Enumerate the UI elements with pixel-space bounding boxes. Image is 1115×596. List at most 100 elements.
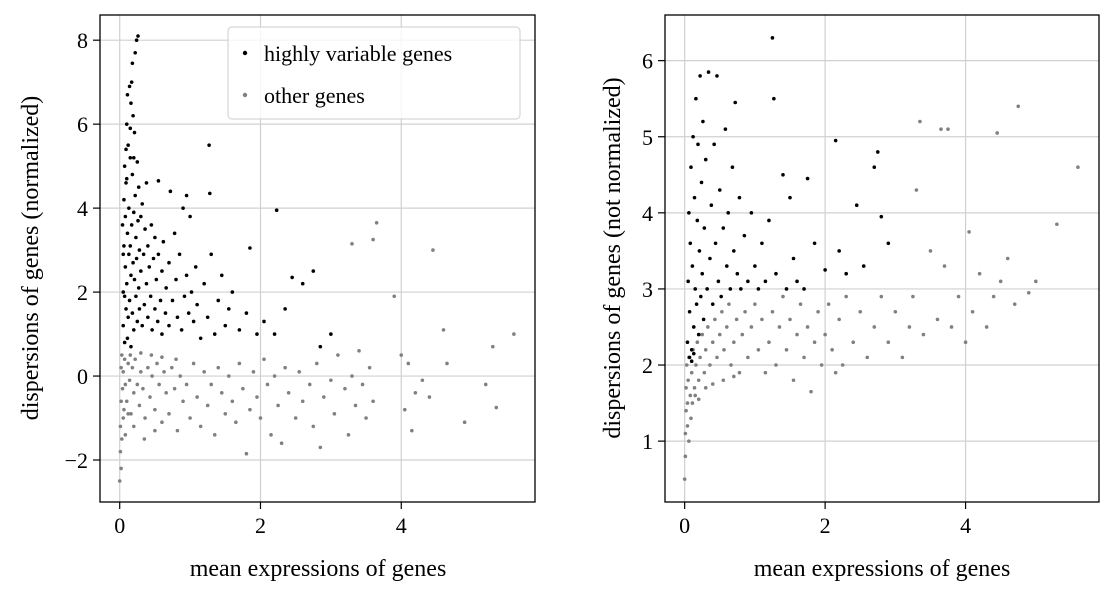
left-other-gene-point <box>122 407 126 412</box>
right-other-gene-point <box>1012 302 1017 306</box>
left-other-gene-point <box>118 449 123 454</box>
left-hvg-point <box>134 38 139 42</box>
left-hvg-point <box>160 269 164 273</box>
left-other-gene-point <box>175 428 180 433</box>
right-other-gene-point <box>725 325 729 329</box>
right-other-gene-point <box>692 386 697 390</box>
right-other-gene-point <box>823 332 827 337</box>
right-hvg-point <box>812 241 817 246</box>
right-hvg-point <box>692 195 697 200</box>
left-other-gene-point <box>120 386 125 391</box>
left-x-tick-label: 0 <box>114 513 125 538</box>
left-other-gene-point <box>286 391 291 395</box>
left-other-gene-point <box>431 248 435 252</box>
right-other-gene-point <box>1005 256 1010 261</box>
right-hvg-point <box>699 180 704 185</box>
right-other-gene-point <box>991 294 996 299</box>
left-hvg-point <box>167 260 171 265</box>
right-other-gene-point <box>687 439 691 443</box>
left-hvg-point <box>131 260 135 265</box>
right-other-gene-point <box>696 378 701 383</box>
right-hvg-point <box>746 279 750 284</box>
left-other-gene-point <box>160 355 164 359</box>
left-other-gene-point <box>353 403 358 408</box>
right-other-gene-point <box>732 374 736 379</box>
right-y-axis-label: dispersions of genes (not normalized) <box>600 77 626 438</box>
left-hvg-point <box>300 281 305 286</box>
left-hvg-point <box>244 311 249 315</box>
left-other-gene-point <box>137 403 142 408</box>
right-hvg-point <box>837 249 841 253</box>
right-hvg-point <box>702 226 707 230</box>
right-hvg-point <box>719 294 723 299</box>
left-other-gene-point <box>205 403 210 408</box>
left-hvg-point <box>124 281 129 286</box>
right-other-gene-point <box>851 340 856 345</box>
left-y-tick-label: 4 <box>77 196 88 221</box>
left-hvg-point <box>125 92 130 97</box>
right-hvg-point <box>767 218 771 223</box>
right-other-gene-point <box>949 325 954 329</box>
right-hvg-point <box>687 211 691 215</box>
left-other-gene-point <box>121 370 126 374</box>
right-x-tick-label: 2 <box>820 513 831 538</box>
left-x-tick-label: 2 <box>255 513 266 538</box>
left-hvg-point <box>208 191 212 196</box>
right-hvg-point <box>781 173 785 177</box>
right-other-gene-point <box>1034 279 1038 284</box>
left-other-gene-point <box>131 391 136 395</box>
right-other-gene-point <box>967 230 971 234</box>
right-hvg-point <box>696 332 701 337</box>
left-ticks: 0 2 4 −2 0 2 4 6 8 <box>65 28 407 538</box>
right-other-gene-point <box>760 317 764 322</box>
left-other-gene-point <box>322 395 326 399</box>
left-other-gene-point <box>297 370 302 374</box>
right-y-tick-label: 4 <box>642 201 653 226</box>
left-hvg-point <box>184 273 189 278</box>
right-hvg-point <box>791 256 796 261</box>
right-y-tick-label: 1 <box>642 429 653 454</box>
right-other-gene-point <box>753 302 757 306</box>
left-hvg-point <box>177 252 182 257</box>
left-other-gene-point <box>343 386 347 391</box>
left-hvg-point <box>202 281 206 286</box>
left-other-gene-point <box>139 351 143 355</box>
right-other-gene-point <box>942 264 947 268</box>
right-other-gene-point <box>809 389 813 394</box>
left-other-gene-point <box>119 365 123 370</box>
right-x-tick-label: 0 <box>679 513 690 538</box>
left-hvg-point <box>161 239 166 244</box>
right-other-gene-point <box>918 119 922 124</box>
left-other-gene-point <box>512 332 516 336</box>
left-hvg-point <box>127 84 132 89</box>
left-other-gene-point <box>167 412 171 416</box>
left-hvg-point <box>274 208 279 213</box>
left-other-gene-point <box>332 412 337 416</box>
left-hvg-point <box>144 281 149 286</box>
left-hvg-point <box>143 227 147 231</box>
left-other-gene-point <box>371 237 375 242</box>
left-hvg-point <box>189 290 194 294</box>
left-other-gene-point <box>131 424 136 429</box>
left-hvg-point <box>125 231 130 236</box>
left-hvg-point <box>237 328 242 332</box>
left-other-gene-point <box>406 361 411 366</box>
left-hvg-point <box>184 193 189 198</box>
right-hvg-point <box>696 142 700 147</box>
left-other-gene-point <box>279 441 284 446</box>
left-other-gene-point <box>223 412 228 416</box>
left-hvg-point <box>141 252 146 257</box>
right-other-gene-point <box>686 378 690 383</box>
left-hvg-point <box>147 265 152 269</box>
left-hvg-point <box>146 244 150 248</box>
left-other-gene-point <box>490 344 495 349</box>
right-hvg-point <box>687 355 692 360</box>
left-other-gene-point <box>149 353 154 357</box>
left-other-gene-point <box>346 433 351 437</box>
right-other-gene-point <box>706 325 710 329</box>
left-hvg-point <box>128 244 133 248</box>
right-other-gene-point <box>683 431 688 436</box>
right-other-gene-point <box>791 378 796 383</box>
right-hvg-point <box>701 317 706 322</box>
